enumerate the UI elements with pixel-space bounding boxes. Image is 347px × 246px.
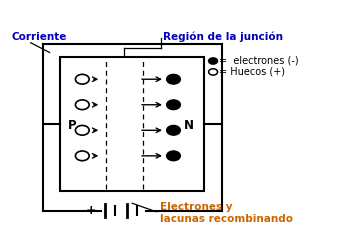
Text: = Huecos (+): = Huecos (+) xyxy=(219,67,285,77)
Circle shape xyxy=(167,100,180,110)
Text: =  electrones (-): = electrones (-) xyxy=(219,56,298,66)
Text: lacunas recombinando: lacunas recombinando xyxy=(160,214,293,224)
Circle shape xyxy=(167,74,180,84)
Text: P: P xyxy=(68,119,76,132)
Text: Electrones y: Electrones y xyxy=(160,202,232,212)
Circle shape xyxy=(209,58,218,64)
Text: +: + xyxy=(86,204,96,217)
Text: Corriente: Corriente xyxy=(12,32,67,42)
Text: N: N xyxy=(184,119,194,132)
Circle shape xyxy=(167,151,180,161)
Text: Región de la junción: Región de la junción xyxy=(163,31,283,42)
Bar xyxy=(60,57,204,191)
Circle shape xyxy=(167,125,180,135)
